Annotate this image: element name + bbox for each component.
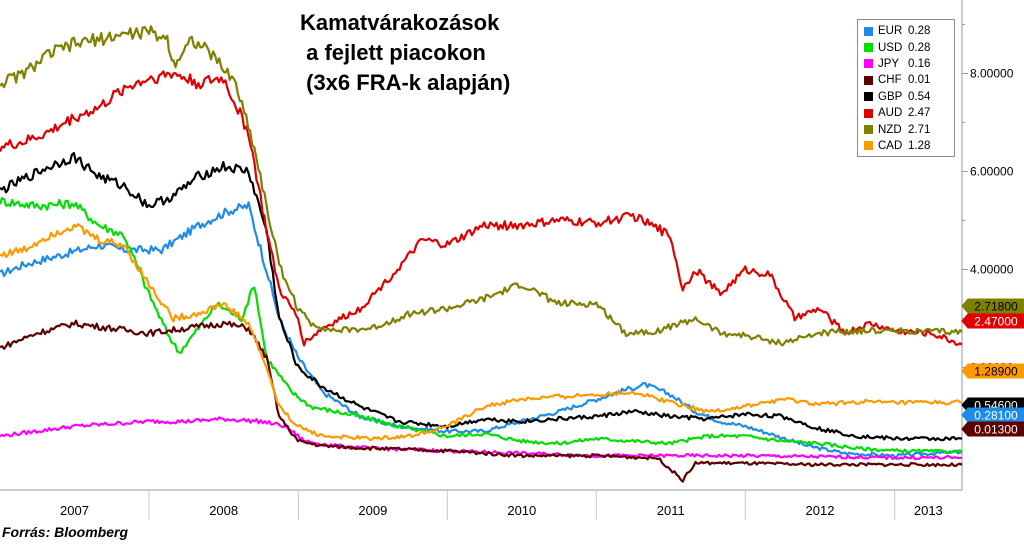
legend-entry-usd: USD 0.28 [864,39,954,55]
end-label-eur: 0.28100 [961,407,1024,423]
legend: EUR 0.28 USD 0.28 JPY 0.16 CHF 0.01 GBP 0.54 AUD 2.… [857,19,955,157]
legend-swatch [864,125,873,135]
legend-series-name: NZD [878,123,902,136]
series-line-chf [0,319,963,483]
x-tick-label-2011: 2011 [657,503,685,518]
legend-swatch [864,43,873,53]
end-label-box [961,421,1024,437]
series-line-cad [0,223,963,442]
title-line-2: a fejlett piacokon [300,40,486,65]
end-label-text: 0.28100 [974,409,1018,423]
y-tick-label-8: 8.00000 [970,67,1014,81]
x-tick-label-2012: 2012 [806,503,835,518]
end-label-text: 1.28900 [974,365,1018,379]
legend-series-name: USD [878,41,903,54]
x-tick-label-2013: 2013 [914,503,943,518]
y-tick-label-4: 4.00000 [970,263,1014,277]
end-label-aud: 2.47000 [961,313,1024,329]
legend-series-value: 0.54 [908,90,931,103]
end-label-box [961,313,1024,329]
end-label-text: 2.71800 [974,300,1018,314]
legend-series-name: EUR [878,25,903,38]
series-line-nzd [0,25,963,347]
x-tick-label-2010: 2010 [507,503,536,518]
legend-series-name: JPY [878,57,900,70]
legend-series-name: CAD [878,139,903,152]
legend-entry-eur: EUR 0.28 [864,23,954,39]
series-line-aud [0,70,963,347]
end-label-box [961,363,1024,379]
title-line-1: Kamatvárakozások [300,10,500,35]
x-tick-label-2007: 2007 [60,503,89,518]
legend-series-value: 0.16 [908,57,931,70]
legend-series-name: AUD [878,107,903,120]
end-label-text: 0.01300 [974,423,1018,437]
legend-entry-cad: CAD 1.28 [864,138,954,154]
end-label-box [961,407,1024,423]
legend-series-value: 0.28 [908,25,931,38]
end-label-cad: 1.28900 [961,363,1024,379]
title-line-3: (3x6 FRA-k alapján) [300,70,511,95]
legend-swatch [864,108,873,118]
legend-entry-aud: AUD 2.47 [864,105,954,121]
legend-series-name: CHF [878,74,902,87]
end-label-chf: 0.01300 [961,421,1024,437]
series-line-usd [0,197,963,455]
end-label-nzd: 2.71800 [961,298,1024,314]
end-value-labels: 2.718002.470001.289000.546000.281000.013… [961,298,1024,437]
series-line-jpy [0,416,963,461]
legend-entry-chf: CHF 0.01 [864,72,954,88]
legend-swatch [864,75,873,85]
legend-entry-nzd: NZD 2.71 [864,121,954,137]
chart-title: Kamatvárakozások a fejlett piacokon (3x6… [300,8,600,98]
source-note: Forrás: Bloomberg [2,524,129,540]
legend-series-value: 2.47 [908,107,931,120]
legend-entry-jpy: JPY 0.16 [864,56,954,72]
legend-series-value: 1.28 [908,139,931,152]
x-axis: 2007 2008 2009 2010 2011 2012 2013 [0,489,962,520]
series-line-eur [0,201,963,459]
x-tick-label-2009: 2009 [358,503,387,518]
legend-series-value: 2.71 [908,123,931,136]
legend-series-name: GBP [878,90,903,103]
legend-swatch [864,59,873,69]
end-label-text: 2.47000 [974,315,1018,329]
x-tick-label-2008: 2008 [209,503,238,518]
end-label-box [961,298,1024,314]
y-tick-label-6: 6.00000 [970,165,1014,179]
legend-series-value: 0.01 [908,74,931,87]
series-line-gbp [0,151,963,442]
series-lines [0,25,963,483]
legend-entry-gbp: GBP 0.54 [864,89,954,105]
legend-swatch [864,92,873,102]
legend-series-value: 0.28 [908,41,931,54]
legend-swatch [864,141,873,151]
legend-swatch [864,26,873,36]
